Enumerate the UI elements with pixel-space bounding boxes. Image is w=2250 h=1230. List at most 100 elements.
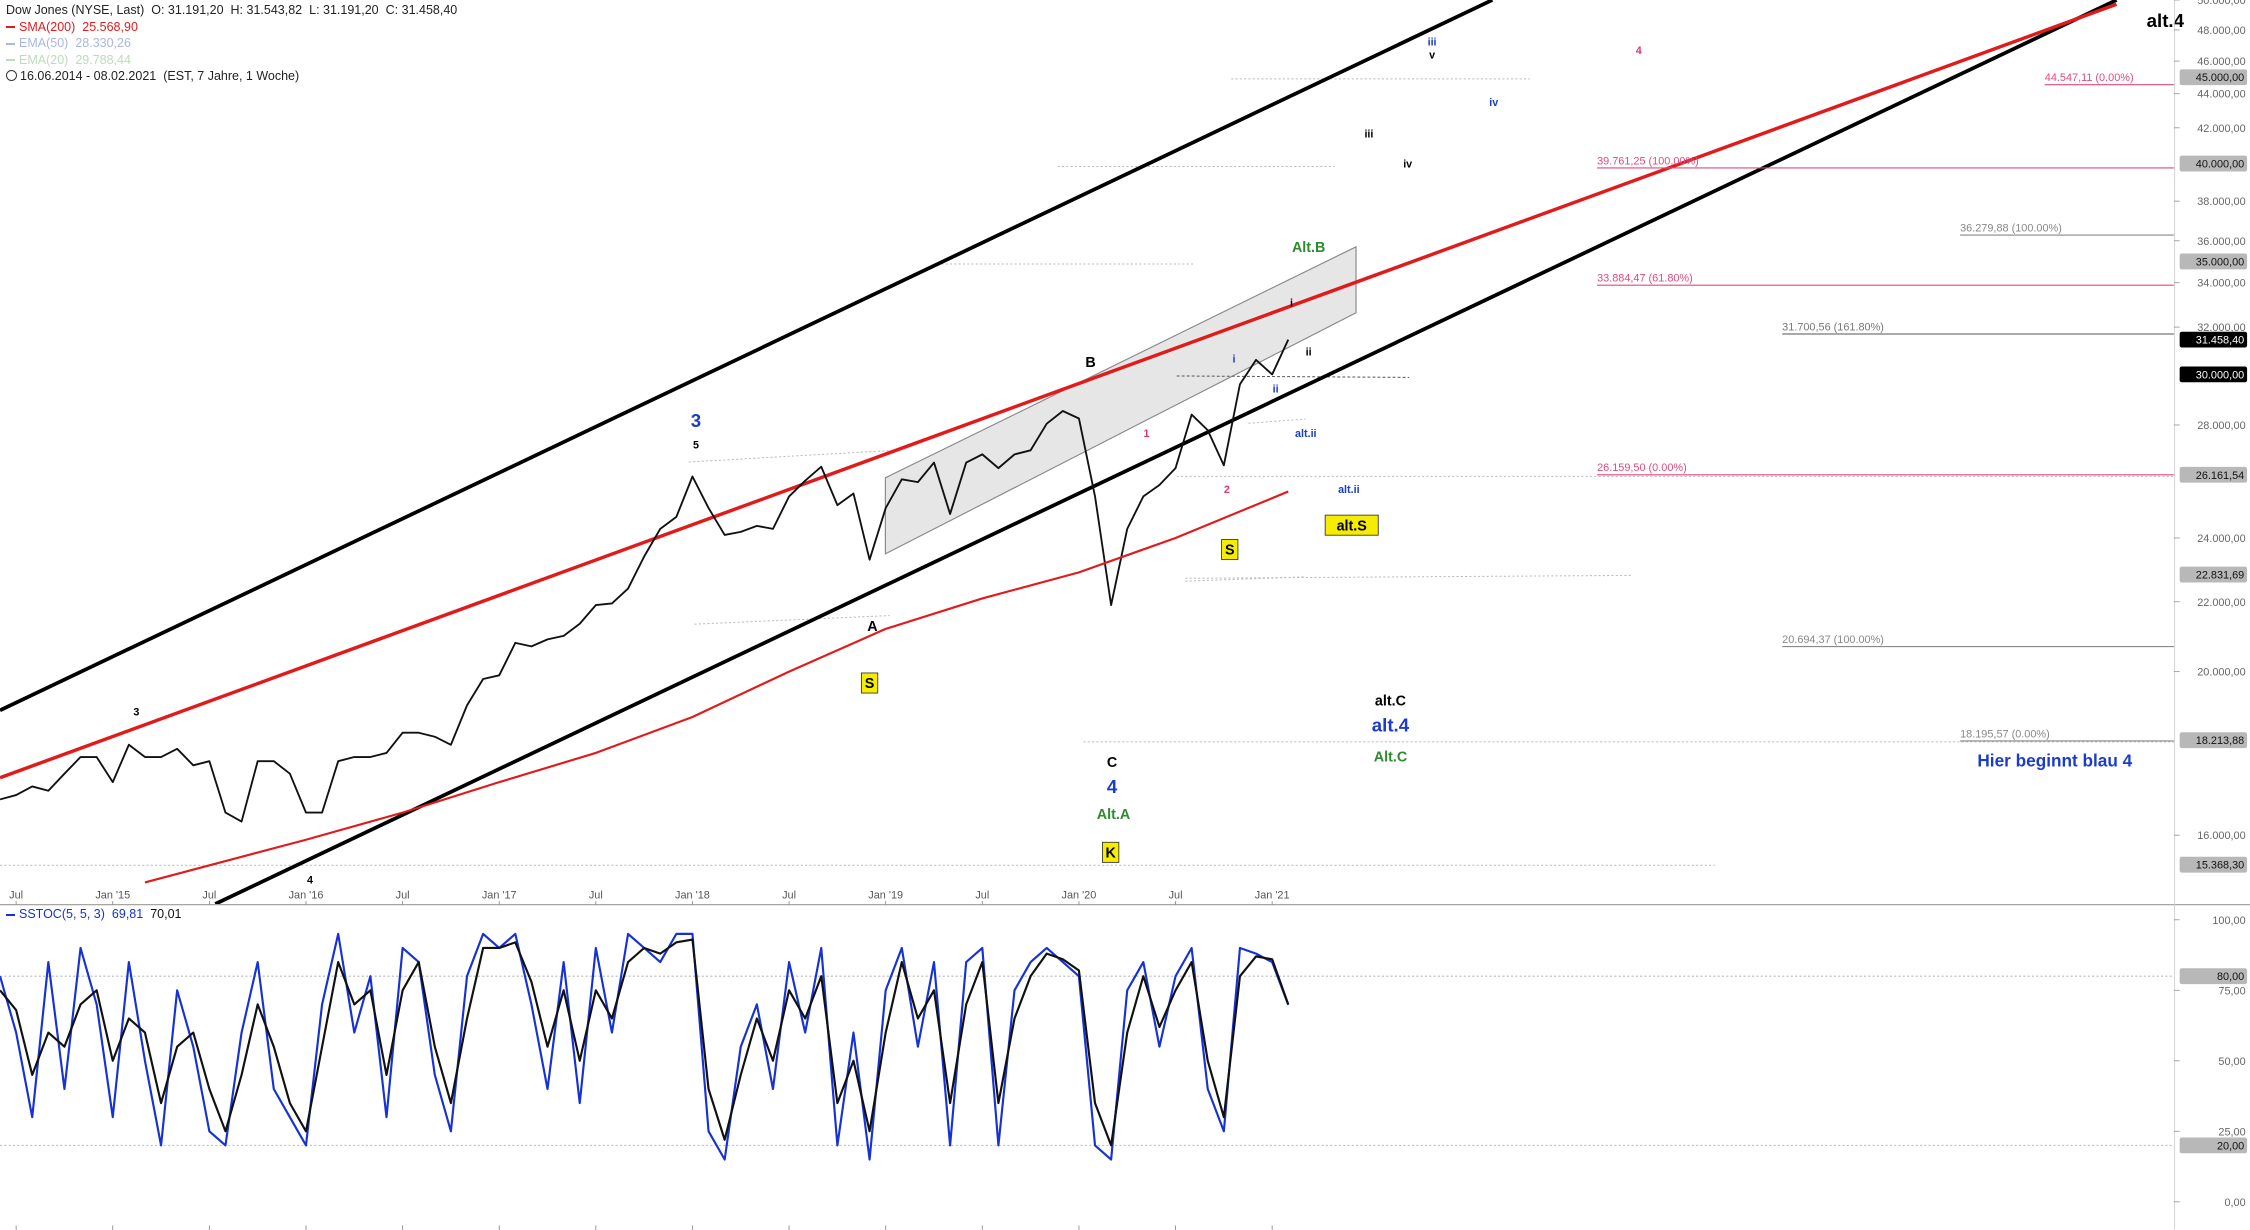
legend-row: 16.06.2014 - 08.02.2021 (EST, 7 Jahre, 1 … — [6, 68, 464, 85]
fib-label: 20.694,37 (100.00%) — [1782, 634, 1884, 646]
wave-label: 3 — [133, 707, 139, 719]
y-tick-label: 16.000,00 — [2197, 830, 2245, 842]
wave-label: 4 — [307, 874, 313, 886]
dotted-lines — [0, 78, 2174, 866]
wave-label: Alt.B — [1292, 240, 1325, 256]
legend-value: 70,01 — [150, 907, 182, 921]
axes: 16.000,00 20.000,00 22.000,00 24.000,00 28.0… — [9, 0, 2248, 1230]
legend-swatch — [6, 42, 15, 45]
quote: L: 31.191,20 — [309, 3, 379, 17]
wave-label: alt.ii — [1338, 484, 1360, 496]
price-tag — [2179, 155, 2248, 172]
wave-label: alt.4 — [1372, 714, 1410, 735]
y-tick-label: 38.000,00 — [2197, 196, 2245, 208]
fib-label: 39.761,25 (100.00%) — [1597, 155, 1699, 167]
y-tick-label: 50.000,00 — [2197, 0, 2245, 7]
wave-label: 2 — [1224, 484, 1230, 496]
trend-line — [0, 0, 1494, 712]
price-plot — [0, 84, 2174, 884]
y-tick-label: 44.000,00 — [2197, 89, 2245, 101]
x-tick-label: Jan '15 — [95, 889, 130, 901]
price-tag — [2179, 253, 2248, 270]
trend-line — [214, 0, 2118, 904]
wave-label: alt.4 — [2147, 10, 2185, 31]
wave-label: v — [1429, 49, 1435, 61]
y-tick-label: 20.000,00 — [2197, 667, 2245, 679]
series-line — [0, 938, 1290, 1147]
label-box — [1324, 514, 1379, 536]
y-tick-label: 50,00 — [2218, 1056, 2245, 1068]
series-line — [0, 932, 1290, 1161]
wave-label: alt.S — [1337, 518, 1367, 534]
legend-entry: SMA(200) — [19, 19, 76, 34]
legend-swatch — [6, 59, 15, 62]
y-tick-label: 22.000,00 — [2197, 597, 2245, 609]
y-tick-label: 100,00 — [2212, 915, 2245, 927]
panel-title: SSTOC(5, 5, 3) — [19, 907, 105, 921]
price-tag — [2179, 566, 2248, 583]
price-tag — [2179, 1137, 2248, 1154]
price-tag — [2179, 466, 2248, 483]
x-tick-label: Jul — [975, 889, 989, 901]
y-tick-label: 28.000,00 — [2197, 420, 2245, 432]
legend-row: Dow Jones (NYSE, Last) O: 31.191,20 H: 31.… — [6, 2, 464, 19]
y-tick-label: 32.000,00 — [2197, 322, 2245, 334]
price-legend: Dow Jones (NYSE, Last) O: 31.191,20 H: 31.… — [6, 2, 464, 85]
x-tick-label: Jan '19 — [868, 889, 903, 901]
wave-label: i — [1290, 298, 1293, 310]
y-tick-label: 42.000,00 — [2197, 123, 2245, 135]
x-tick-label: Jan '21 — [1255, 889, 1290, 901]
label-box — [860, 672, 879, 694]
chart-title: Dow Jones (NYSE, Last) — [6, 3, 145, 17]
series-line — [0, 339, 1290, 823]
wave-label: S — [1225, 543, 1235, 559]
y-tick-label: 34.000,00 — [2197, 278, 2245, 290]
price-tag — [2179, 69, 2248, 86]
price-tag-label: 26.161,54 — [2196, 470, 2244, 482]
legend-row: EMA(20) 29.788,44 — [6, 52, 464, 69]
x-tick-label: Jul — [589, 889, 603, 901]
price-tag-label: 31.458,40 — [2196, 335, 2244, 347]
legend-swatch — [6, 913, 15, 916]
period-note: (EST, 7 Jahre, 1 Woche) — [163, 69, 300, 83]
wave-label: iii — [1428, 36, 1437, 48]
fib-label: 18.195,57 (0.00%) — [1960, 728, 2050, 740]
x-tick-label: Jan '16 — [289, 889, 324, 901]
price-tag-label: 30.000,00 — [2196, 369, 2244, 381]
price-tag-label: 20,00 — [2217, 1140, 2244, 1152]
x-tick-label: Jan '17 — [482, 889, 517, 901]
price-tag-label: 15.368,30 — [2196, 860, 2244, 872]
y-tick-label: 36.000,00 — [2197, 236, 2245, 248]
quote: O: 31.191,20 — [151, 3, 224, 17]
price-tag — [2179, 331, 2248, 348]
wave-label: 4 — [1636, 45, 1642, 57]
price-tag-label: 45.000,00 — [2196, 72, 2244, 84]
legend-value: 28.330,26 — [75, 36, 131, 50]
fib-label: 44.547,11 (0.00%) — [2045, 72, 2134, 84]
price-tag — [2179, 968, 2248, 985]
legend-value: 29.788,44 — [75, 52, 131, 67]
legend-row: EMA(50) 28.330,26 — [6, 35, 464, 52]
price-tag-label: 35.000,00 — [2196, 256, 2244, 268]
wave-label: iv — [1489, 97, 1498, 109]
y-tick-label: 46.000,00 — [2197, 56, 2245, 68]
x-tick-label: Jul — [9, 889, 23, 901]
y-tick-label: 24.000,00 — [2197, 533, 2245, 545]
wave-label: 5 — [693, 440, 699, 452]
x-tick-label: Jan '18 — [675, 889, 710, 901]
y-tick-label: 0,00 — [2224, 1197, 2245, 1209]
price-tag-label: 80,00 — [2217, 971, 2244, 983]
y-tick-label: 25,00 — [2218, 1126, 2245, 1138]
wave-label: i — [1233, 354, 1236, 366]
wave-label: alt.C — [1375, 693, 1406, 709]
legend-value: 69,81 — [111, 907, 144, 921]
stoch-legend: SSTOC(5, 5, 3) 69,81 70,01 — [6, 906, 188, 923]
price-tag-label: 22.831,69 — [2196, 570, 2244, 582]
x-tick-label: Jul — [1169, 889, 1183, 901]
legend-swatch — [6, 26, 15, 29]
fib-label: 36.279,88 (100.00%) — [1960, 223, 2062, 235]
clock-icon — [6, 70, 17, 81]
dotted-line — [1176, 375, 1410, 378]
label-box — [1221, 539, 1239, 561]
